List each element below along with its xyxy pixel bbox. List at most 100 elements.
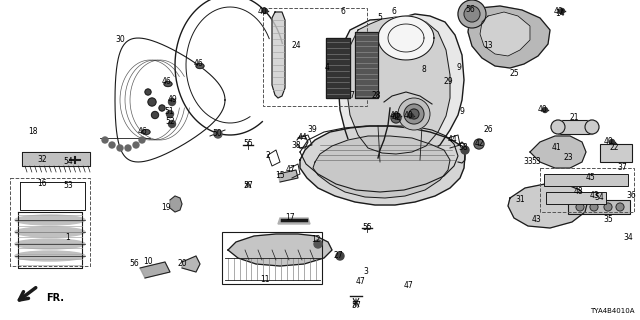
Text: 56: 56: [129, 260, 139, 268]
Text: 9: 9: [456, 63, 461, 73]
Text: 48: 48: [573, 188, 583, 196]
Text: 28: 28: [371, 91, 381, 100]
Polygon shape: [278, 170, 298, 182]
Text: 35: 35: [603, 215, 613, 225]
Text: 8: 8: [422, 66, 426, 75]
Text: 50: 50: [212, 130, 222, 139]
Circle shape: [464, 6, 480, 22]
Ellipse shape: [142, 130, 150, 134]
Circle shape: [336, 252, 344, 260]
Polygon shape: [480, 12, 530, 56]
Text: 17: 17: [285, 213, 295, 222]
Circle shape: [408, 114, 413, 118]
Circle shape: [391, 113, 401, 123]
Text: 53: 53: [63, 181, 73, 190]
Circle shape: [214, 130, 222, 138]
Polygon shape: [326, 38, 350, 98]
Text: 12: 12: [311, 236, 321, 244]
Circle shape: [559, 9, 564, 13]
Text: 1: 1: [66, 234, 70, 243]
Text: 49: 49: [167, 95, 177, 105]
Text: 54: 54: [594, 194, 604, 203]
Text: 52: 52: [165, 117, 175, 126]
Bar: [568, 200, 630, 214]
Text: 44: 44: [297, 133, 307, 142]
Text: 58: 58: [458, 143, 468, 153]
Circle shape: [590, 203, 598, 211]
Text: 46: 46: [161, 77, 171, 86]
Polygon shape: [338, 14, 464, 162]
Text: 54: 54: [63, 157, 73, 166]
Text: 34: 34: [623, 234, 633, 243]
Text: 6: 6: [340, 7, 346, 17]
Text: 31: 31: [515, 196, 525, 204]
Circle shape: [404, 104, 424, 124]
Circle shape: [585, 120, 599, 134]
Text: 9: 9: [460, 108, 465, 116]
Text: 23: 23: [563, 154, 573, 163]
Text: 21: 21: [569, 114, 579, 123]
Circle shape: [262, 9, 268, 13]
Text: 46: 46: [138, 127, 148, 137]
Circle shape: [461, 146, 469, 154]
Polygon shape: [355, 32, 378, 98]
Text: 55: 55: [243, 139, 253, 148]
Text: 56: 56: [465, 5, 475, 14]
Polygon shape: [182, 256, 200, 272]
Circle shape: [616, 203, 624, 211]
Text: 46: 46: [194, 60, 204, 68]
Circle shape: [396, 114, 401, 118]
Circle shape: [409, 109, 419, 119]
Text: 14: 14: [555, 10, 565, 19]
Text: 15: 15: [275, 172, 285, 180]
Circle shape: [145, 89, 151, 95]
Text: 40: 40: [604, 138, 614, 147]
Bar: [222, 232, 322, 284]
Polygon shape: [272, 12, 285, 98]
Text: 37: 37: [617, 164, 627, 172]
Text: 40: 40: [390, 111, 400, 121]
Circle shape: [458, 0, 486, 28]
Text: 18: 18: [28, 127, 38, 137]
Circle shape: [604, 203, 612, 211]
Text: 19: 19: [161, 204, 171, 212]
Text: 41: 41: [551, 143, 561, 153]
Text: 40: 40: [403, 111, 413, 121]
Circle shape: [576, 203, 584, 211]
Text: 43: 43: [531, 215, 541, 225]
Text: 39: 39: [307, 125, 317, 134]
Text: 22: 22: [609, 143, 619, 153]
Text: 36: 36: [626, 190, 636, 199]
Ellipse shape: [164, 82, 172, 86]
Bar: [10, 178, 90, 266]
Text: 10: 10: [143, 258, 153, 267]
Text: TYA4B4010A: TYA4B4010A: [591, 308, 635, 314]
Circle shape: [609, 140, 614, 145]
Text: 47: 47: [355, 277, 365, 286]
Ellipse shape: [15, 239, 85, 249]
Text: 42: 42: [474, 140, 484, 148]
Text: 45: 45: [586, 173, 596, 182]
Polygon shape: [313, 136, 450, 198]
Text: 16: 16: [37, 180, 47, 188]
Text: 25: 25: [509, 69, 519, 78]
Text: 2: 2: [266, 151, 270, 161]
Text: 24: 24: [291, 42, 301, 51]
Circle shape: [551, 120, 565, 134]
Text: 11: 11: [260, 276, 269, 284]
Circle shape: [314, 240, 322, 248]
Text: 13: 13: [483, 42, 493, 51]
Polygon shape: [530, 136, 586, 168]
Text: 40: 40: [257, 6, 267, 15]
Text: 3: 3: [364, 268, 369, 276]
Text: 57: 57: [351, 300, 361, 309]
Text: 40: 40: [554, 6, 564, 15]
Circle shape: [398, 98, 430, 130]
Text: 51: 51: [164, 108, 174, 116]
Text: 47: 47: [403, 281, 413, 290]
Circle shape: [117, 145, 123, 151]
Circle shape: [133, 142, 139, 148]
Bar: [546, 192, 606, 204]
Text: 57: 57: [243, 181, 253, 190]
Text: 32: 32: [37, 156, 47, 164]
